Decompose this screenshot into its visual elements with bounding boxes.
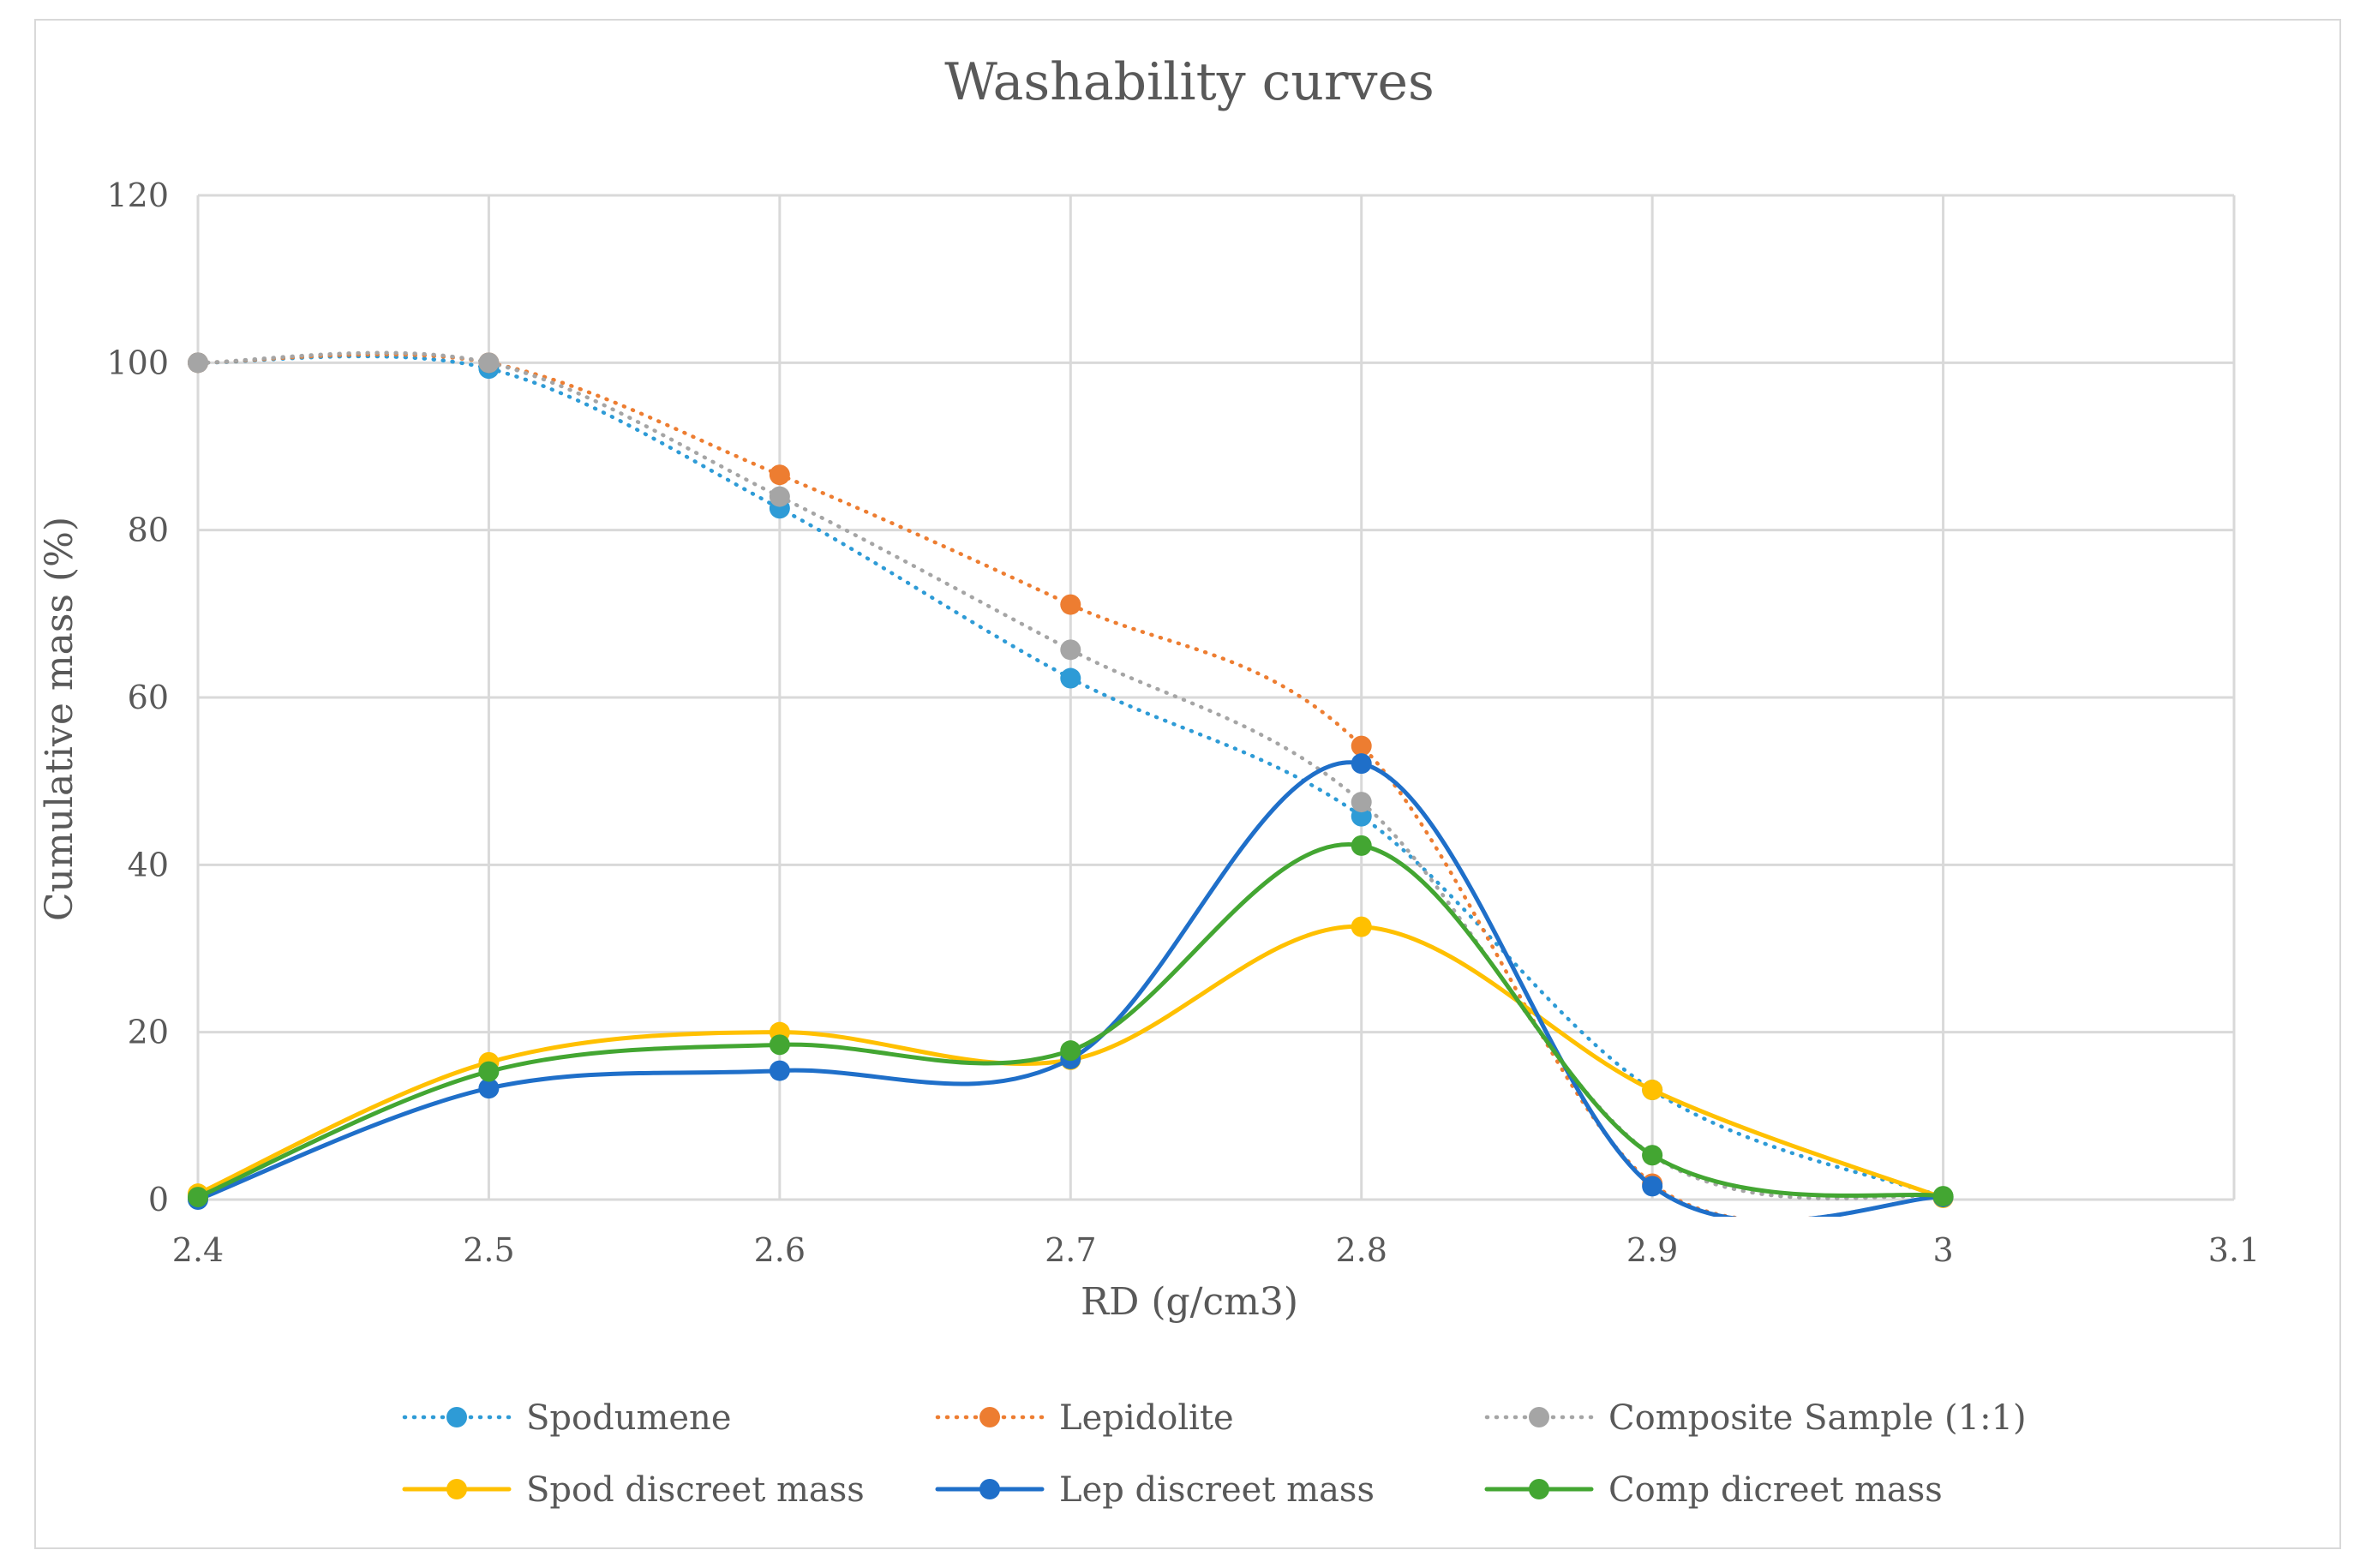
y-tick-label: 100 xyxy=(106,344,169,381)
y-tick-label: 40 xyxy=(128,846,169,883)
data-point xyxy=(1351,916,1372,937)
data-point xyxy=(1642,1080,1663,1101)
data-point xyxy=(188,352,208,374)
y-tick-label: 120 xyxy=(106,177,169,214)
legend-label: Lepidolite xyxy=(1059,1398,1234,1438)
data-point xyxy=(1351,792,1372,813)
legend-swatch-marker xyxy=(979,1479,1000,1499)
data-point xyxy=(1642,1145,1663,1166)
x-tick-label: 2.8 xyxy=(1335,1231,1387,1269)
x-axis-label: RD (g/cm3) xyxy=(1081,1280,1298,1324)
legend-swatch-marker xyxy=(1529,1479,1549,1499)
legend-label: Lep discreet mass xyxy=(1059,1470,1375,1510)
legend-item: Lepidolite xyxy=(935,1398,1234,1438)
legend-item: Spodumene xyxy=(402,1398,732,1438)
data-point xyxy=(478,1061,500,1082)
x-tick-label: 3 xyxy=(1932,1231,1953,1269)
y-tick-label: 0 xyxy=(148,1181,169,1218)
data-point xyxy=(1060,639,1081,661)
legend-item: Spod discreet mass xyxy=(402,1470,865,1510)
series-layer xyxy=(188,350,1954,1217)
y-tick-label: 60 xyxy=(128,679,169,716)
data-point xyxy=(1932,1186,1954,1207)
data-point xyxy=(769,1034,790,1056)
data-point xyxy=(1351,835,1372,856)
x-tick-label: 2.9 xyxy=(1626,1231,1678,1269)
chart-title: Washability curves xyxy=(944,52,1435,112)
data-point xyxy=(769,464,790,486)
x-tick-label: 2.7 xyxy=(1045,1231,1096,1269)
data-point xyxy=(188,1187,208,1208)
data-point xyxy=(1351,753,1372,775)
gridlines xyxy=(196,194,2236,1201)
data-point xyxy=(1060,667,1081,689)
legend-label: Composite Sample (1:1) xyxy=(1608,1398,2027,1438)
data-point xyxy=(1351,735,1372,757)
tick-labels: 0 20 40 60 80 100 120 2.4 2.5 2.6 2.7 2.8 2.9 3 3.1 xyxy=(106,177,2260,1269)
legend-label: Spodumene xyxy=(526,1398,732,1438)
y-axis-label: Cumulative mass (%) xyxy=(38,517,81,921)
data-point xyxy=(1351,805,1372,827)
data-point xyxy=(478,352,500,374)
x-tick-label: 3.1 xyxy=(2208,1231,2260,1269)
series-comp-dicreet-mass xyxy=(188,835,1954,1208)
legend-swatch-marker xyxy=(446,1407,467,1427)
data-point xyxy=(1642,1176,1663,1197)
legend-label: Spod discreet mass xyxy=(526,1470,865,1510)
data-point xyxy=(1060,594,1081,615)
legend-swatch-marker xyxy=(979,1407,1000,1427)
legend-swatch-marker xyxy=(1529,1407,1549,1427)
legend-item: Lep discreet mass xyxy=(935,1470,1375,1510)
data-point xyxy=(769,486,790,507)
washability-chart: Washability curves 0 20 40 60 80 100 120 2.4 2.5… xyxy=(38,52,2260,1510)
legend-item: Comp dicreet mass xyxy=(1484,1470,1943,1510)
x-tick-label: 2.4 xyxy=(172,1231,224,1269)
y-tick-label: 20 xyxy=(128,1014,169,1051)
data-point xyxy=(1060,1040,1081,1062)
legend-label: Comp dicreet mass xyxy=(1608,1470,1943,1510)
data-point xyxy=(769,1060,790,1081)
y-tick-label: 80 xyxy=(128,512,169,549)
chart-area: Washability curves 0 20 40 60 80 100 120 2.4 2.5… xyxy=(34,19,2341,1549)
data-point xyxy=(478,1078,500,1099)
legend-item: Composite Sample (1:1) xyxy=(1484,1398,2027,1438)
x-tick-label: 2.6 xyxy=(754,1231,806,1269)
legend-swatch-marker xyxy=(446,1479,467,1499)
legend: Spodumene Lepidolite Composite Sample (1:1… xyxy=(402,1398,2027,1510)
x-tick-label: 2.5 xyxy=(463,1231,514,1269)
